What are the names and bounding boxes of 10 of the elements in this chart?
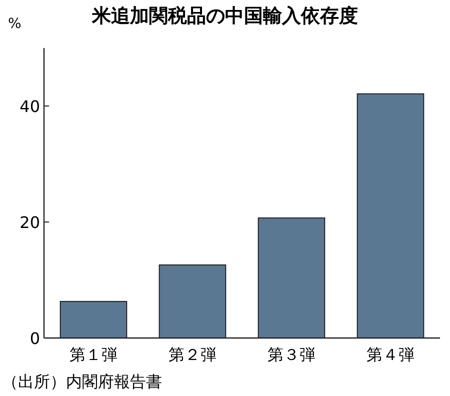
- x-tick-label: 第２弾: [168, 345, 216, 364]
- chart-title: 米追加関税品の中国輸入依存度: [91, 5, 358, 27]
- y-tick-label: 20: [20, 213, 40, 232]
- x-tick-label: 第３弾: [268, 345, 316, 364]
- text: （出所）内閣府報告書: [2, 372, 162, 391]
- x-tick-label: 第４弾: [366, 345, 414, 364]
- y-tick-label: 0: [30, 329, 40, 348]
- y-axis-title: %: [8, 16, 22, 32]
- y-tick-label: 40: [20, 97, 40, 116]
- x-tick-label: 第１弾: [70, 345, 118, 364]
